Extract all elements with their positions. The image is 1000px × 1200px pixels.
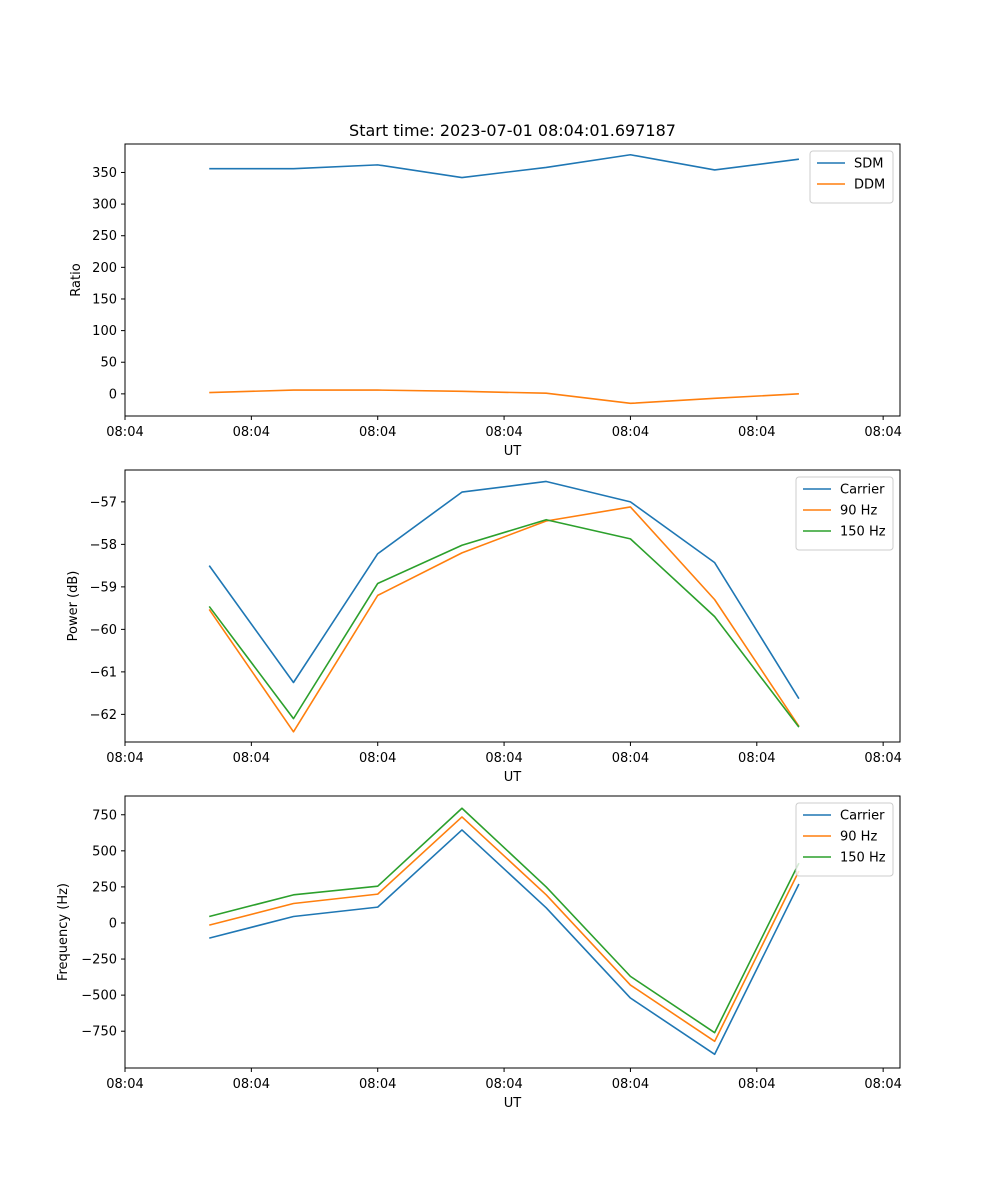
x-tick-label: 08:04 — [233, 751, 270, 766]
legend-label: 150 Hz — [840, 851, 886, 866]
legend-label: Carrier — [840, 483, 885, 498]
legend: Carrier 90 Hz 150 Hz — [795, 802, 894, 877]
x-tick-label: 08:04 — [612, 751, 649, 766]
x-tick-label: 08:04 — [864, 1077, 901, 1092]
axes-frame — [124, 795, 901, 1069]
y-tick-label: −59 — [90, 580, 117, 595]
legend: SDM DDM — [809, 150, 894, 204]
x-tick-label: 08:04 — [106, 425, 143, 440]
x-axis-label: UT — [504, 444, 522, 459]
y-tick-label: −61 — [90, 665, 117, 680]
y-tick-label: 750 — [92, 808, 117, 823]
y-axis-label: Frequency (Hz) — [56, 883, 71, 981]
series-line-ddm — [209, 389, 799, 405]
x-tick-label: 08:04 — [359, 1077, 396, 1092]
x-tick-label: 08:04 — [485, 751, 522, 766]
series-line-90-hz — [209, 816, 800, 1043]
y-tick-label: −57 — [90, 495, 117, 510]
legend-label: 90 Hz — [840, 504, 877, 519]
legend-label: DDM — [854, 178, 885, 193]
legend-label: 150 Hz — [840, 525, 886, 540]
series-line-150-hz — [208, 518, 800, 728]
y-axis-label: Power (dB) — [66, 571, 81, 642]
power-panel: 08:04 08:04 08:04 08:04 08:04 08:04 08:04 −62 −6… — [66, 469, 902, 785]
x-tick-label: 08:04 — [485, 1077, 522, 1092]
series-line-150-hz — [209, 807, 800, 1034]
legend-box — [809, 150, 894, 204]
y-tick-label: −500 — [81, 989, 117, 1004]
axes-frame — [124, 469, 901, 743]
x-axis-label: UT — [504, 770, 522, 785]
series-line-90-hz — [208, 506, 800, 733]
x-tick-label: 08:04 — [864, 751, 901, 766]
y-tick-label: 500 — [92, 844, 117, 859]
x-tick-label: 08:04 — [864, 425, 901, 440]
x-tick-label: 08:04 — [738, 751, 775, 766]
y-tick-label: 150 — [92, 292, 117, 307]
x-tick-label: 08:04 — [612, 425, 649, 440]
x-tick-label: 08:04 — [106, 1077, 143, 1092]
x-tick-label: 08:04 — [612, 1077, 649, 1092]
y-tick-label: −250 — [81, 953, 117, 968]
series-line-carrier — [209, 829, 800, 1056]
y-tick-label: 200 — [92, 261, 117, 276]
axes-frame — [124, 143, 901, 417]
y-tick-label: 100 — [92, 324, 117, 339]
y-tick-label: 250 — [92, 229, 117, 244]
y-tick-label: 0 — [109, 916, 117, 931]
y-tick-label: −58 — [90, 538, 117, 553]
x-tick-label: 08:04 — [233, 425, 270, 440]
y-tick-label: 0 — [109, 387, 117, 402]
y-tick-label: −750 — [81, 1025, 117, 1040]
x-tick-label: 08:04 — [106, 751, 143, 766]
y-tick-label: 250 — [92, 880, 117, 895]
series-line-sdm — [209, 153, 800, 179]
y-tick-label: 300 — [92, 198, 117, 213]
y-tick-label: −62 — [90, 708, 117, 723]
legend: Carrier 90 Hz 150 Hz — [795, 476, 894, 551]
x-tick-label: 08:04 — [485, 425, 522, 440]
x-axis-label: UT — [504, 1096, 522, 1111]
x-tick-label: 08:04 — [359, 425, 396, 440]
x-tick-label: 08:04 — [738, 425, 775, 440]
x-tick-label: 08:04 — [359, 751, 396, 766]
series-line-carrier — [208, 480, 800, 700]
legend-label: Carrier — [840, 809, 885, 824]
legend-label: SDM — [854, 157, 883, 172]
x-tick-label: 08:04 — [233, 1077, 270, 1092]
frequency-panel: 08:04 08:04 08:04 08:04 08:04 08:04 08:04 −750 −… — [56, 795, 902, 1111]
y-tick-label: 350 — [92, 166, 117, 181]
legend-label: 90 Hz — [840, 830, 877, 845]
y-tick-label: 50 — [100, 356, 117, 371]
figure-title: Start time: 2023-07-01 08:04:01.697187 — [349, 121, 676, 140]
ratio-panel: 08:04 08:04 08:04 08:04 08:04 08:04 08:04 0 50 10… — [69, 143, 902, 459]
x-tick-label: 08:04 — [738, 1077, 775, 1092]
y-tick-label: −60 — [90, 623, 117, 638]
y-axis-label: Ratio — [69, 263, 84, 296]
